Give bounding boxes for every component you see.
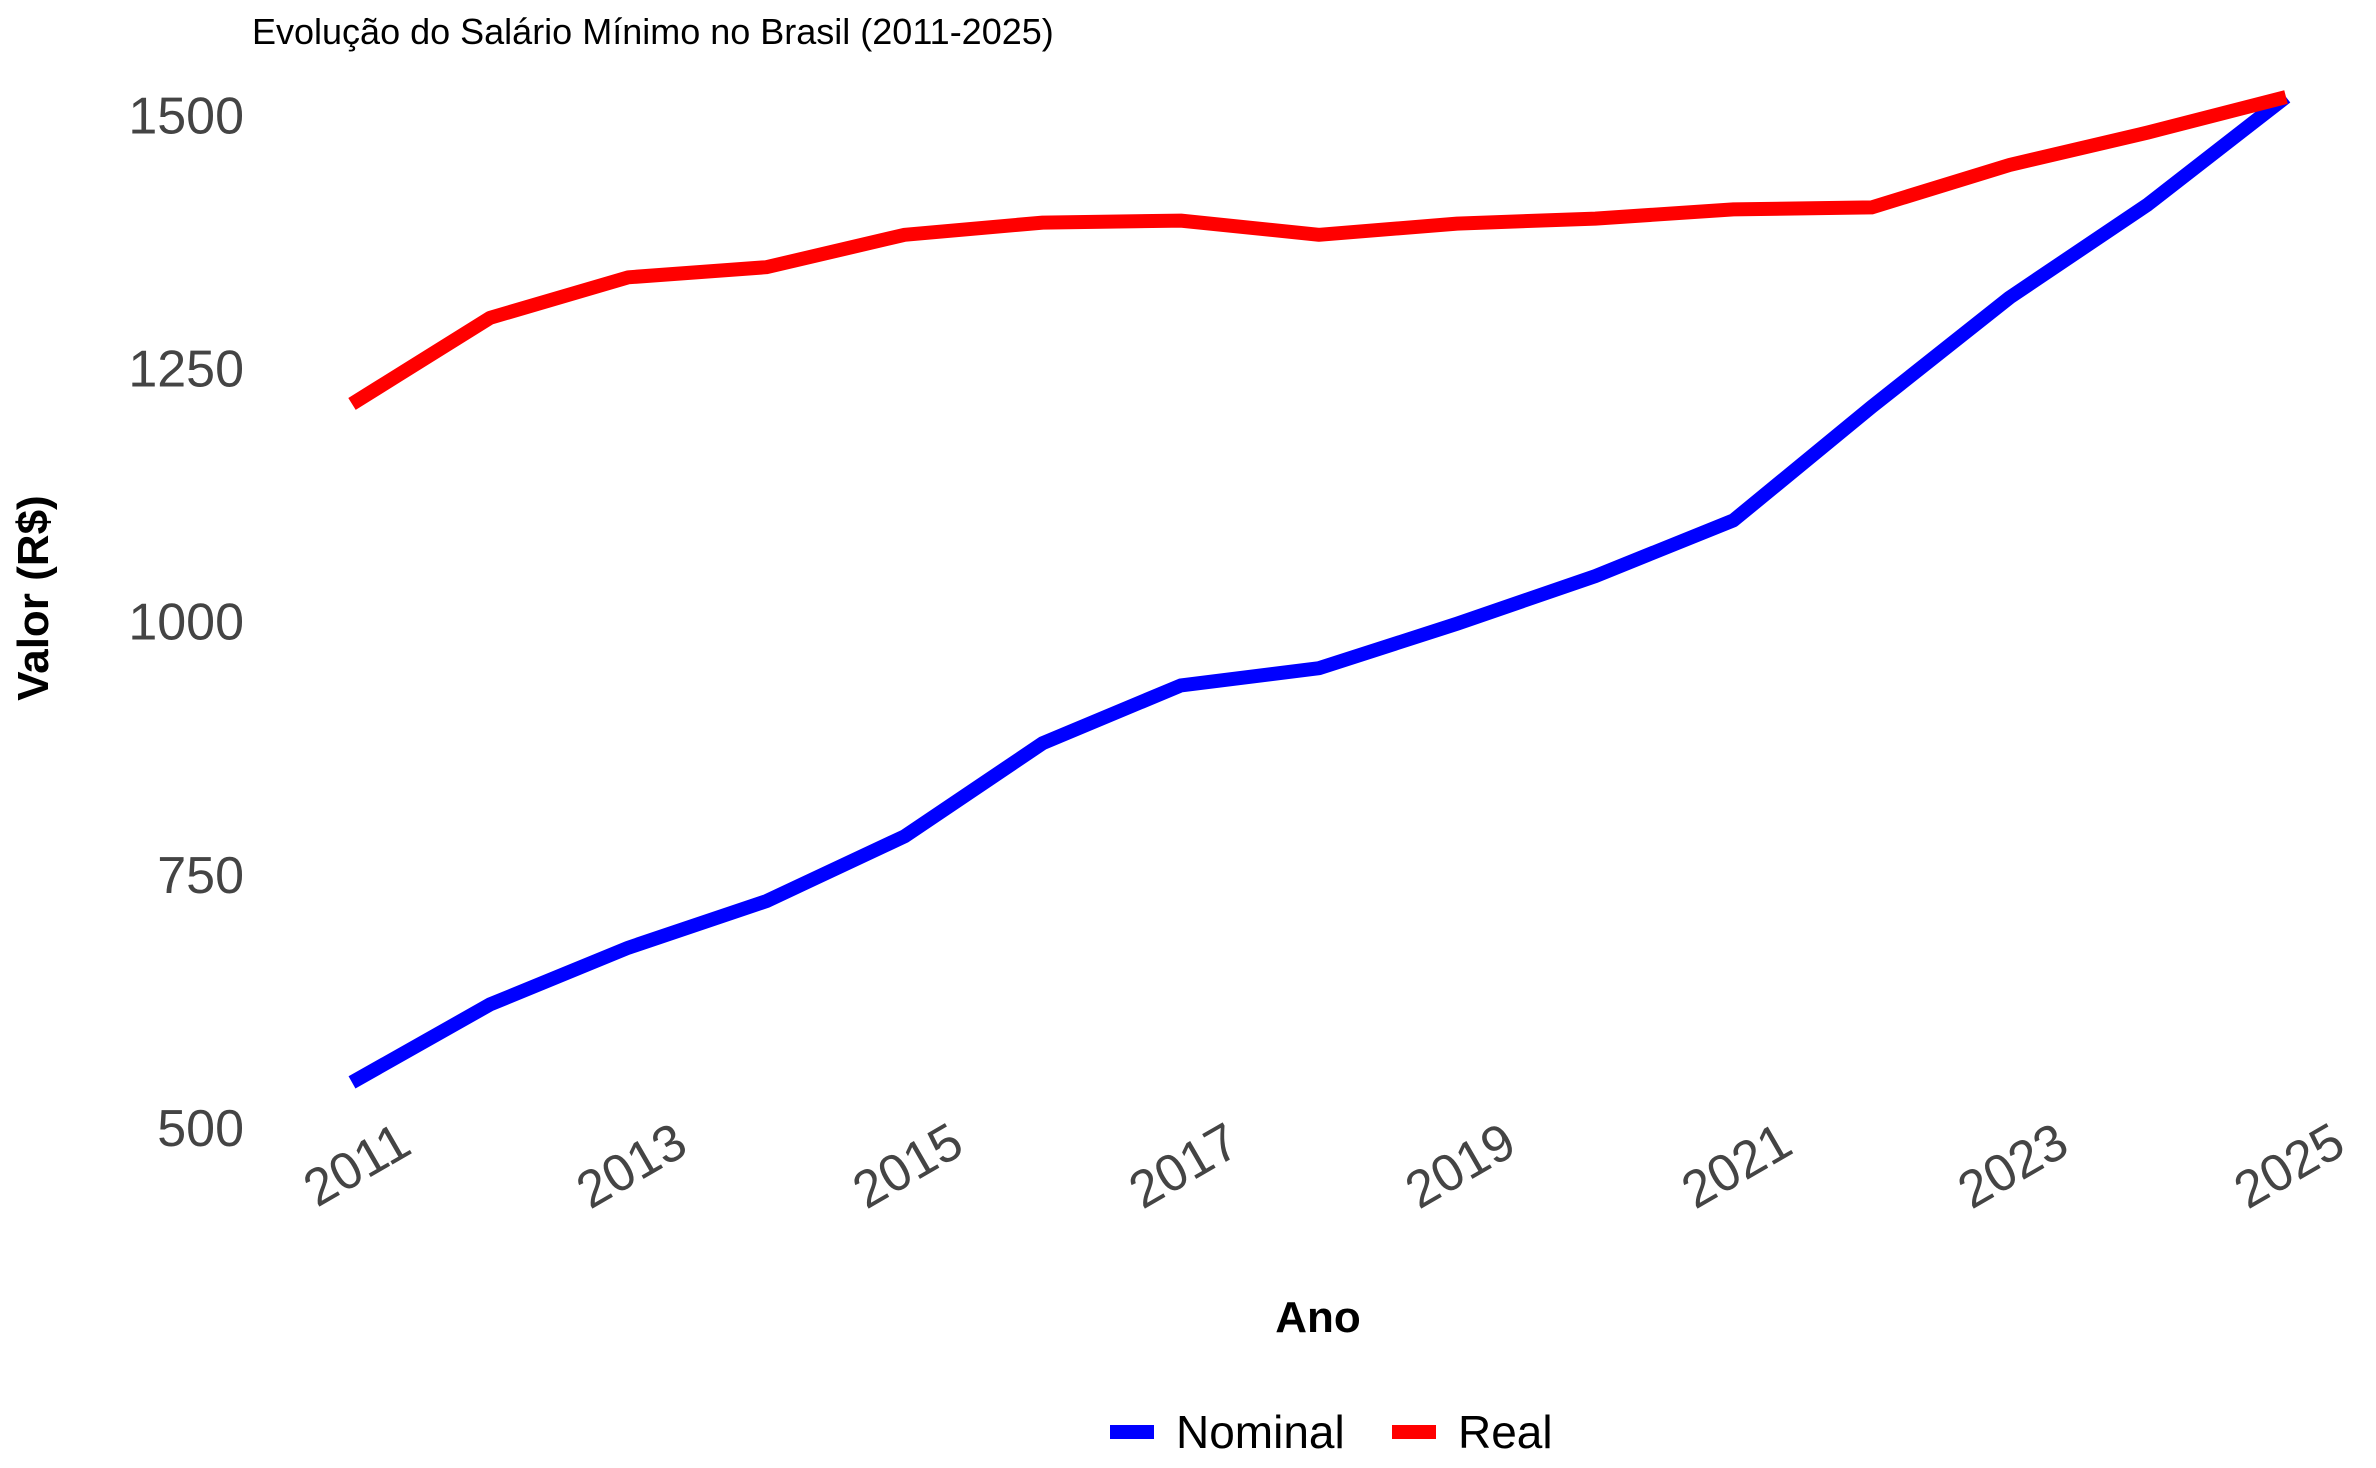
- legend-label-real: Real: [1458, 1406, 1553, 1458]
- x-axis-label: Ano: [1275, 1293, 1361, 1342]
- x-tick-label: 2017: [1120, 1112, 1249, 1220]
- y-tick-label: 1500: [128, 87, 244, 145]
- x-tick-label: 2011: [294, 1112, 420, 1218]
- y-tick-label: 1250: [128, 340, 244, 398]
- x-tick-label: 2019: [1396, 1112, 1525, 1220]
- x-tick-label: 2025: [2225, 1112, 2354, 1220]
- legend-label-nominal: Nominal: [1176, 1406, 1345, 1458]
- y-axis-ticks: 500 750 1000 1250 1500: [128, 87, 244, 1158]
- chart-title: Evolução do Salário Mínimo no Brasil (20…: [252, 11, 1054, 52]
- y-tick-label: 750: [157, 847, 244, 905]
- series-line-nominal: [348, 91, 2291, 1089]
- x-tick-label: 2015: [843, 1112, 972, 1220]
- x-tick-label: 2021: [1672, 1112, 1801, 1220]
- x-axis-ticks: 2011 2013 2015 2017 2019 2021 2023 2025: [294, 1112, 2354, 1220]
- y-tick-label: 500: [157, 1100, 244, 1158]
- y-tick-label: 1000: [128, 594, 244, 652]
- legend: Nominal Real: [1110, 1406, 1553, 1458]
- x-tick-label: 2013: [567, 1112, 696, 1220]
- series-line-real: [348, 90, 2288, 410]
- series-lines: [348, 90, 2291, 1089]
- x-tick-label: 2023: [1949, 1112, 2078, 1220]
- y-axis-label: Valor (R$): [9, 495, 58, 700]
